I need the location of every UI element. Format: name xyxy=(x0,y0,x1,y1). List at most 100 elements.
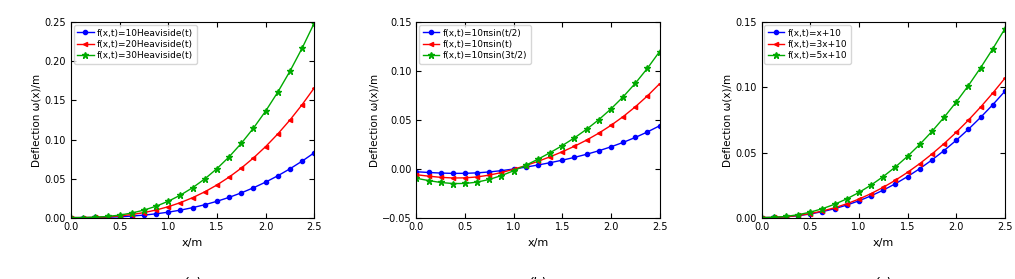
Text: (c): (c) xyxy=(874,276,892,279)
f(x,t)=30Heaviside(t) xyxy=(175,193,187,197)
f(x,t)=20Heaviside(t) xyxy=(199,190,211,193)
Line: f(x,t)=x+10: f(x,t)=x+10 xyxy=(759,89,1007,220)
f(x,t)=3x+10 xyxy=(865,192,877,195)
f(x,t)=10πsin(t) xyxy=(544,155,556,158)
f(x,t)=5x+10 xyxy=(853,191,865,194)
f(x,t)=5x+10 xyxy=(962,84,974,87)
f(x,t)=20Heaviside(t) xyxy=(175,201,187,204)
f(x,t)=10πsin(t/2) xyxy=(605,145,617,148)
f(x,t)=30Heaviside(t) xyxy=(126,211,138,215)
f(x,t)=10πsin(t/2) xyxy=(471,171,483,175)
f(x,t)=30Heaviside(t) xyxy=(223,155,235,158)
f(x,t)=10πsin(t/2) xyxy=(641,130,654,134)
f(x,t)=10Heaviside(t) xyxy=(175,208,187,212)
f(x,t)=10πsin(3t/2) xyxy=(629,82,641,85)
f(x,t)=10πsin(3t/2) xyxy=(434,181,447,184)
f(x,t)=3x+10 xyxy=(950,131,962,134)
Y-axis label: Deflection ω(x)/m: Deflection ω(x)/m xyxy=(31,73,42,167)
f(x,t)=20Heaviside(t) xyxy=(162,205,175,208)
f(x,t)=5x+10 xyxy=(755,216,767,219)
f(x,t)=10πsin(3t/2) xyxy=(593,118,605,121)
f(x,t)=10Heaviside(t) xyxy=(89,216,102,219)
f(x,t)=x+10 xyxy=(804,212,816,216)
f(x,t)=5x+10 xyxy=(950,100,962,104)
f(x,t)=3x+10 xyxy=(914,162,926,165)
f(x,t)=10πsin(t) xyxy=(495,171,508,174)
f(x,t)=3x+10 xyxy=(792,214,804,217)
f(x,t)=3x+10 xyxy=(767,216,780,219)
f(x,t)=20Heaviside(t) xyxy=(296,103,309,106)
f(x,t)=x+10 xyxy=(987,103,999,107)
f(x,t)=10πsin(3t/2) xyxy=(605,107,617,111)
f(x,t)=x+10 xyxy=(962,128,974,131)
Line: f(x,t)=10πsin(t): f(x,t)=10πsin(t) xyxy=(414,82,662,180)
f(x,t)=20Heaviside(t) xyxy=(126,213,138,216)
f(x,t)=10πsin(t) xyxy=(593,131,605,135)
f(x,t)=30Heaviside(t) xyxy=(211,167,223,170)
Line: f(x,t)=30Heaviside(t): f(x,t)=30Heaviside(t) xyxy=(68,20,318,221)
Legend: f(x,t)=x+10, f(x,t)=3x+10, f(x,t)=5x+10: f(x,t)=x+10, f(x,t)=3x+10, f(x,t)=5x+10 xyxy=(764,25,852,64)
f(x,t)=10Heaviside(t) xyxy=(150,212,162,215)
f(x,t)=3x+10 xyxy=(901,171,914,174)
f(x,t)=10Heaviside(t) xyxy=(162,210,175,214)
f(x,t)=5x+10 xyxy=(938,116,950,119)
f(x,t)=10πsin(t/2) xyxy=(532,163,544,167)
f(x,t)=5x+10 xyxy=(999,27,1011,30)
f(x,t)=10πsin(3t/2) xyxy=(508,169,520,172)
f(x,t)=10πsin(3t/2) xyxy=(471,181,483,184)
f(x,t)=30Heaviside(t) xyxy=(150,205,162,208)
f(x,t)=10πsin(3t/2) xyxy=(556,144,568,147)
f(x,t)=30Heaviside(t) xyxy=(114,213,126,217)
f(x,t)=5x+10 xyxy=(865,183,877,187)
f(x,t)=3x+10 xyxy=(804,212,816,215)
Line: f(x,t)=5x+10: f(x,t)=5x+10 xyxy=(758,26,1008,221)
f(x,t)=10πsin(t/2) xyxy=(508,167,520,171)
f(x,t)=5x+10 xyxy=(877,175,889,178)
f(x,t)=20Heaviside(t) xyxy=(114,214,126,218)
f(x,t)=10πsin(t) xyxy=(459,176,471,180)
Legend: f(x,t)=10πsin(t/2), f(x,t)=10πsin(t), f(x,t)=10πsin(3t/2): f(x,t)=10πsin(t/2), f(x,t)=10πsin(t), f(… xyxy=(419,25,531,64)
f(x,t)=30Heaviside(t) xyxy=(187,186,199,189)
f(x,t)=20Heaviside(t) xyxy=(77,216,89,219)
f(x,t)=20Heaviside(t) xyxy=(211,183,223,187)
Line: f(x,t)=10Heaviside(t): f(x,t)=10Heaviside(t) xyxy=(69,151,317,220)
f(x,t)=30Heaviside(t) xyxy=(284,69,296,73)
f(x,t)=3x+10 xyxy=(938,142,950,145)
Text: (a): (a) xyxy=(183,276,202,279)
f(x,t)=10Heaviside(t) xyxy=(223,196,235,199)
f(x,t)=3x+10 xyxy=(853,197,865,201)
f(x,t)=20Heaviside(t) xyxy=(284,118,296,122)
f(x,t)=10πsin(t/2) xyxy=(447,172,459,175)
f(x,t)=3x+10 xyxy=(755,216,767,219)
f(x,t)=10πsin(t) xyxy=(581,138,593,142)
Y-axis label: Deflection ω(x)/m: Deflection ω(x)/m xyxy=(723,73,733,167)
f(x,t)=10πsin(t) xyxy=(605,124,617,127)
f(x,t)=10Heaviside(t) xyxy=(296,160,309,163)
f(x,t)=10πsin(t) xyxy=(629,105,641,109)
f(x,t)=3x+10 xyxy=(816,209,828,213)
f(x,t)=10Heaviside(t) xyxy=(248,186,260,189)
f(x,t)=10πsin(3t/2) xyxy=(483,178,495,181)
f(x,t)=5x+10 xyxy=(804,210,816,214)
f(x,t)=10πsin(t/2) xyxy=(410,170,422,174)
f(x,t)=3x+10 xyxy=(840,202,853,205)
f(x,t)=5x+10 xyxy=(816,207,828,210)
f(x,t)=x+10 xyxy=(853,199,865,203)
f(x,t)=10Heaviside(t) xyxy=(199,203,211,206)
Legend: f(x,t)=10Heaviside(t), f(x,t)=20Heaviside(t), f(x,t)=30Heaviside(t): f(x,t)=10Heaviside(t), f(x,t)=20Heavisid… xyxy=(74,25,197,64)
f(x,t)=20Heaviside(t) xyxy=(187,196,199,199)
f(x,t)=10πsin(t/2) xyxy=(483,170,495,174)
f(x,t)=3x+10 xyxy=(987,92,999,95)
f(x,t)=30Heaviside(t) xyxy=(296,47,309,50)
f(x,t)=20Heaviside(t) xyxy=(65,216,77,219)
f(x,t)=10πsin(t) xyxy=(410,173,422,176)
f(x,t)=10πsin(t/2) xyxy=(544,161,556,164)
f(x,t)=30Heaviside(t) xyxy=(77,216,89,219)
f(x,t)=10πsin(t) xyxy=(520,164,532,167)
f(x,t)=5x+10 xyxy=(889,165,901,169)
f(x,t)=30Heaviside(t) xyxy=(309,21,321,25)
f(x,t)=5x+10 xyxy=(828,203,840,206)
f(x,t)=30Heaviside(t) xyxy=(102,215,114,218)
f(x,t)=3x+10 xyxy=(926,152,938,156)
f(x,t)=3x+10 xyxy=(974,105,987,109)
